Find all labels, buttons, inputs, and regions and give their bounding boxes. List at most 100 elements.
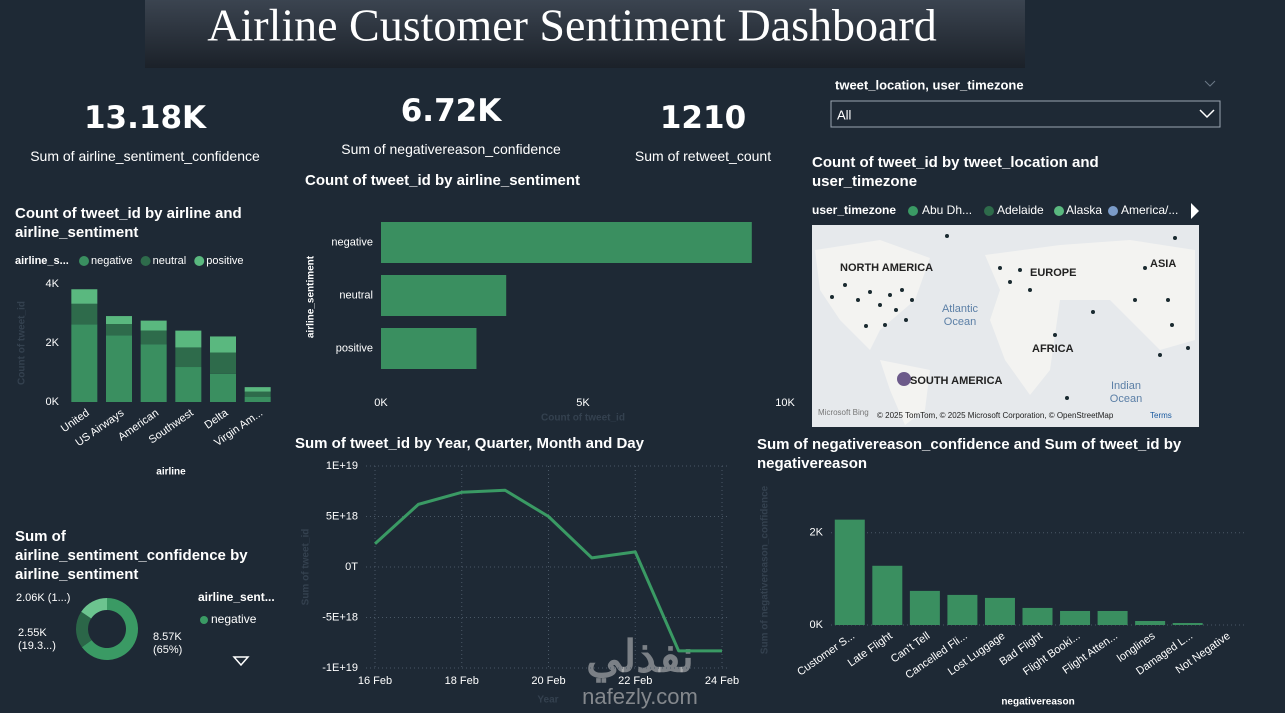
- bar-segment: [175, 330, 202, 348]
- chart-title: Sum of airline_sentiment_confidence by a…: [15, 528, 248, 583]
- watermark-url: nafezly.com: [582, 684, 698, 709]
- bar-segment: [140, 330, 167, 345]
- y-tick-label: 2K: [46, 337, 60, 349]
- x-tick-label: 24 Feb: [705, 675, 739, 687]
- kpi-label: Sum of negativereason_confidence: [341, 141, 561, 157]
- y-tick-label: 4K: [46, 278, 60, 290]
- bar: [984, 597, 1015, 625]
- y-tick-label: 0K: [810, 619, 824, 631]
- x-axis-title: Count of tweet_id: [541, 413, 625, 424]
- y-tick-label: 1E+19: [326, 460, 358, 472]
- y-tick-label: neutral: [339, 289, 373, 301]
- bar-segment: [175, 347, 202, 368]
- kpi-value: 1210: [659, 100, 747, 136]
- y-tick-label: 0T: [345, 561, 358, 573]
- slicer-chevron[interactable]: [1204, 80, 1216, 87]
- legend-dot: [200, 616, 208, 624]
- y-tick-label: -1E+19: [322, 662, 358, 674]
- bar: [1172, 623, 1203, 625]
- bar: [381, 328, 477, 369]
- dropdown-icon[interactable]: [1199, 109, 1215, 119]
- y-tick-label: positive: [336, 342, 373, 354]
- map-legend-title: user_timezone: [812, 203, 896, 217]
- legend-item: negative: [91, 255, 133, 267]
- map-label: AFRICA: [1032, 343, 1074, 355]
- chart-title: Count of tweet_id by airline_sentiment: [305, 172, 581, 189]
- map-points: [830, 234, 1190, 400]
- x-tick-label: 5K: [576, 397, 590, 409]
- ocean-label: Indian Ocean: [1109, 380, 1143, 405]
- legend-dot: [79, 256, 89, 266]
- legend-dot: [1108, 206, 1118, 216]
- y-axis-title: Count of tweet_id: [17, 301, 28, 385]
- chart-title: Sum of negativereason_confidence and Sum…: [757, 436, 1182, 472]
- x-axis-title: Year: [537, 695, 558, 706]
- bar-segment: [244, 396, 271, 402]
- map-label: SOUTH AMERICA: [910, 375, 1003, 387]
- data-label: 2.06K (1...): [16, 592, 71, 604]
- legend-dot: [984, 206, 994, 216]
- y-tick-label: 2K: [810, 527, 824, 539]
- y-tick-label: negative: [331, 236, 373, 248]
- bar: [1135, 620, 1166, 625]
- map-legend-item: Alaska: [1066, 203, 1102, 217]
- kpi-value: 6.72K: [400, 93, 502, 129]
- donut-segment: [81, 598, 107, 619]
- chart-title: Sum of tweet_id by Year, Quarter, Month …: [295, 435, 644, 452]
- legend-title: airline_s...: [15, 255, 69, 267]
- x-tick-label: 16 Feb: [358, 675, 392, 687]
- x-tick-label: 22 Feb: [618, 675, 652, 687]
- y-tick-label: 0K: [46, 396, 60, 408]
- x-tick-label: 10K: [775, 397, 795, 409]
- chart-title: Count of tweet_id by airline and airline…: [15, 205, 242, 241]
- title-banner: [145, 0, 1025, 68]
- map-title: Count of tweet_id by tweet_location and …: [812, 154, 1099, 190]
- bar-segment: [210, 373, 236, 402]
- bar: [381, 275, 507, 316]
- map-label: Atlantic Ocean: [942, 303, 978, 328]
- map-label: ASIA: [1150, 258, 1176, 270]
- legend-next[interactable]: [1191, 203, 1199, 219]
- bar-segment: [106, 324, 132, 336]
- x-tick-label: 0K: [374, 397, 388, 409]
- x-tick-label: 18 Feb: [445, 675, 479, 687]
- bar-segment: [106, 316, 132, 325]
- scroll-icon[interactable]: [232, 656, 250, 667]
- bar-segment: [244, 391, 271, 397]
- bar-segment: [210, 336, 236, 353]
- map-label: NORTH AMERICA: [840, 262, 933, 274]
- bar: [1060, 610, 1091, 625]
- data-label: 2.55K (19.3...): [18, 627, 56, 652]
- slicer-box[interactable]: [830, 100, 1221, 128]
- y-axis-title: Sum of tweet_id: [301, 529, 312, 606]
- y-axis-title: Sum of negativereason_confidence: [760, 485, 771, 654]
- bar-segment: [71, 324, 98, 402]
- bar-segment: [140, 344, 167, 402]
- map-label: EUROPE: [1030, 267, 1076, 279]
- bar-segment: [244, 387, 271, 392]
- donut-segment: [81, 598, 138, 660]
- legend-item: positive: [206, 255, 243, 267]
- bar-segment: [71, 289, 98, 304]
- y-axis-title: airline_sentiment: [306, 255, 317, 338]
- bar-segment: [140, 320, 167, 331]
- kpi-value: 13.18K: [83, 100, 207, 136]
- bar: [872, 565, 903, 625]
- legend-dot: [194, 256, 205, 266]
- bar: [1022, 607, 1053, 625]
- bar: [947, 594, 978, 625]
- map-legend-item: America/...: [1121, 203, 1178, 217]
- map-terms[interactable]: Terms: [1150, 411, 1172, 420]
- donut-segment: [75, 611, 92, 648]
- bar: [834, 519, 865, 625]
- x-axis-title: negativereason: [1001, 697, 1074, 708]
- slicer-selection[interactable]: All: [837, 107, 852, 122]
- kpi-label: Sum of airline_sentiment_confidence: [30, 148, 260, 164]
- line: [373, 488, 722, 653]
- legend-dot: [140, 256, 151, 266]
- bar: [909, 590, 940, 625]
- bar-segment: [106, 335, 132, 402]
- data-label: 8.57K (65%): [153, 631, 183, 656]
- dashboard-title: Airline Customer Sentiment Dashboard: [207, 0, 937, 51]
